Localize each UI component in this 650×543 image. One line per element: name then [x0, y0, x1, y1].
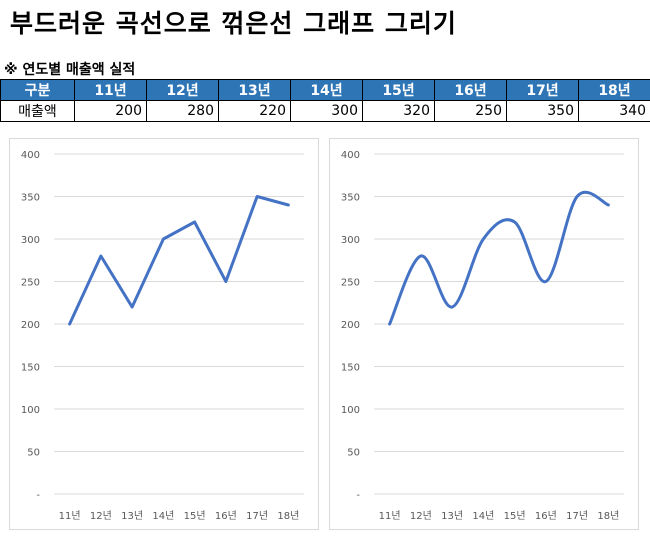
x-tick-label: 11년 [59, 510, 81, 522]
page-title: 부드러운 곡선으로 꺾은선 그래프 그리기 [10, 9, 457, 38]
x-tick-label: 18년 [277, 510, 299, 522]
x-tick-label: 15년 [184, 510, 206, 522]
table-header-cell: 15년 [362, 79, 435, 101]
table-cell: 300 [290, 100, 363, 122]
x-tick-label: 11년 [379, 510, 401, 522]
x-tick-label: 12년 [90, 510, 112, 522]
series-line [388, 190, 610, 326]
y-tick-label: 300 [341, 235, 360, 246]
y-tick-label: 100 [21, 405, 40, 416]
y-tick-label: 400 [21, 150, 40, 161]
table-header-cell: 12년 [146, 79, 219, 101]
y-tick-label: - [36, 490, 40, 501]
table-header-cell: 18년 [578, 79, 650, 101]
table-header-cell: 13년 [218, 79, 291, 101]
y-tick-label: 350 [341, 193, 360, 204]
table-header-cell: 16년 [434, 79, 507, 101]
y-tick-label: 50 [27, 448, 40, 459]
x-tick-label: 18년 [597, 510, 619, 522]
x-tick-label: 17년 [566, 510, 588, 522]
table-header-cell: 11년 [74, 79, 147, 101]
table-cell: 350 [506, 100, 579, 122]
sales-table: 구분 11년 12년 13년 14년 15년 16년 17년 18년 매출액 2… [0, 79, 650, 122]
x-tick-label: 12년 [410, 510, 432, 522]
y-tick-label: 300 [21, 235, 40, 246]
y-tick-label: 200 [21, 320, 40, 331]
x-tick-label: 16년 [535, 510, 557, 522]
x-tick-label: 13년 [121, 510, 143, 522]
chart-straight-line[interactable]: - 50 100 150 200 250 300 350 400 11년 12년 13년 14년 15년 1… [9, 138, 319, 530]
x-tick-label: 16년 [215, 510, 237, 522]
table-header-row: 구분 11년 12년 13년 14년 15년 16년 17년 18년 [0, 79, 650, 101]
y-tick-label: 350 [21, 193, 40, 204]
y-tick-label: 150 [21, 363, 40, 374]
x-tick-label: 17년 [246, 510, 268, 522]
x-tick-label: 13년 [441, 510, 463, 522]
x-tick-label: 14년 [152, 510, 174, 522]
y-tick-label: 250 [341, 278, 360, 289]
section-title: ※ 연도별 매출액 실적 [4, 62, 136, 78]
table-row: 매출액 200 280 220 300 320 250 350 340 [0, 100, 650, 122]
table-header-cell: 14년 [290, 79, 363, 101]
y-tick-label: 150 [341, 363, 360, 374]
table-cell: 220 [218, 100, 291, 122]
table-cell: 200 [74, 100, 147, 122]
table-header-cell: 17년 [506, 79, 579, 101]
table-cell: 250 [434, 100, 507, 122]
table-header-label: 구분 [0, 79, 75, 101]
y-tick-label: 200 [341, 320, 360, 331]
x-tick-label: 15년 [504, 510, 526, 522]
series-line [68, 195, 290, 326]
table-cell: 340 [578, 100, 650, 122]
table-row-label: 매출액 [0, 100, 75, 122]
table-cell: 320 [362, 100, 435, 122]
chart-svg: - 50 100 150 200 250 300 350 400 11년 12년 13년 14년 15년 1… [341, 150, 624, 522]
table-cell: 280 [146, 100, 219, 122]
x-tick-label: 14년 [472, 510, 494, 522]
chart-smooth-line[interactable]: - 50 100 150 200 250 300 350 400 11년 12년 13년 14년 15년 1… [329, 138, 639, 530]
y-tick-label: 100 [341, 405, 360, 416]
y-tick-label: 250 [21, 278, 40, 289]
y-tick-label: 50 [347, 448, 360, 459]
y-tick-label: - [356, 490, 360, 501]
y-tick-label: 400 [341, 150, 360, 161]
chart-svg: - 50 100 150 200 250 300 350 400 11년 12년 13년 14년 15년 1… [21, 150, 304, 522]
